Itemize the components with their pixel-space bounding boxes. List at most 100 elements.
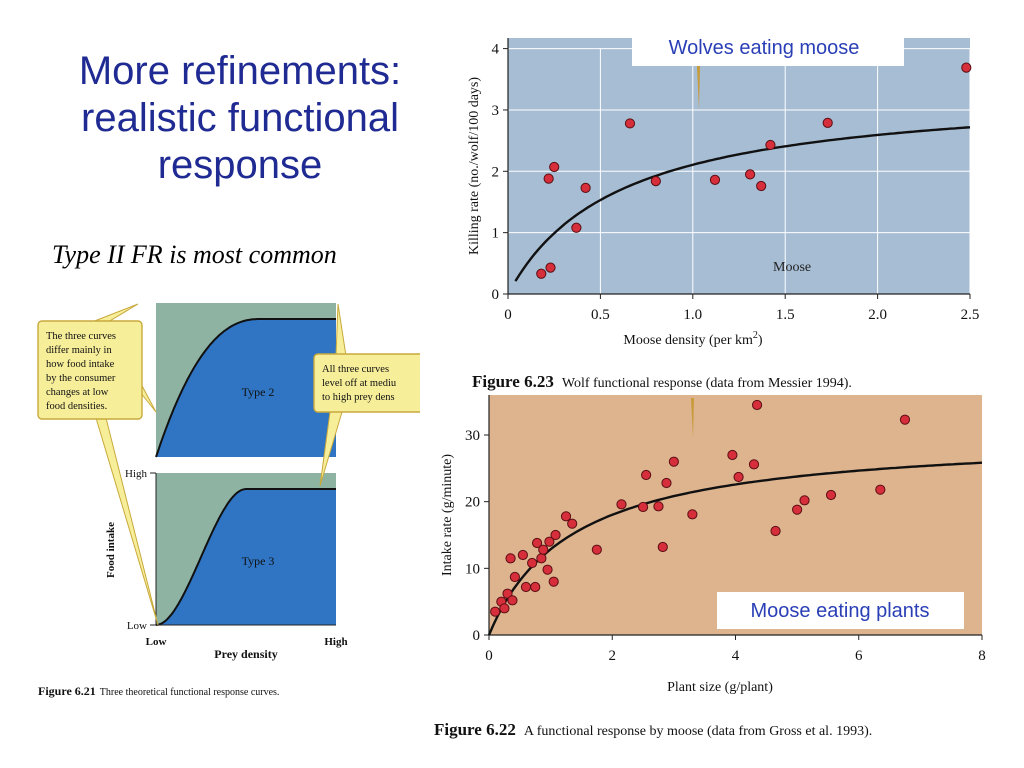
fr-y-low-label: Low xyxy=(127,620,147,632)
data-point xyxy=(709,174,721,185)
callout-right-pointer-top xyxy=(335,303,347,357)
type3-label: Type 3 xyxy=(242,554,275,568)
data-point xyxy=(961,62,972,73)
moose-caption-number: Figure 6.22 xyxy=(434,720,516,739)
data-point xyxy=(548,576,559,587)
data-point xyxy=(571,222,582,233)
data-point xyxy=(641,469,652,481)
y-tick-label: 20 xyxy=(465,495,480,511)
type2-area xyxy=(156,319,336,457)
data-point xyxy=(550,529,561,541)
wolf-plot-area xyxy=(508,38,970,294)
data-point xyxy=(751,399,763,411)
x-tick-label: 0 xyxy=(485,648,493,664)
moose-caption-text: A functional response by moose (data fro… xyxy=(523,724,873,739)
data-point xyxy=(668,456,679,467)
type3-curve xyxy=(155,488,336,626)
wolf-label-box xyxy=(632,32,904,66)
callout-left-pointer-bottom xyxy=(95,417,159,626)
y-tick-label: 30 xyxy=(465,428,480,444)
data-point xyxy=(591,544,602,555)
wolf-inner-label: Moose xyxy=(773,260,811,275)
slide-subtitle: Type II FR is most common xyxy=(52,240,337,269)
y-tick-label: 1 xyxy=(492,226,500,242)
x-tick-label: 4 xyxy=(732,648,740,664)
data-point xyxy=(536,553,547,564)
data-point xyxy=(560,511,572,522)
moose-points xyxy=(490,399,911,617)
x-tick-label: 2.5 xyxy=(961,307,980,323)
wolf-y-axis-label: Killing rate (no./wolf/100 days) xyxy=(467,77,482,255)
data-point xyxy=(536,268,547,279)
fr-x-high-label: High xyxy=(324,636,347,648)
wolf-caption-text: Wolf functional response (data from Mess… xyxy=(561,376,852,391)
callout-left xyxy=(37,320,143,420)
data-point xyxy=(549,161,560,173)
data-point xyxy=(822,117,833,128)
data-point xyxy=(542,564,553,575)
fr-x-low-label: Low xyxy=(146,636,167,648)
fr-y-high-label: High xyxy=(125,468,148,480)
data-point xyxy=(545,262,556,273)
y-tick-label: 3 xyxy=(492,103,500,119)
wolf-xlabel-tail: ) xyxy=(758,333,763,348)
data-point xyxy=(744,169,756,180)
callout-left-line: changes at low xyxy=(46,387,109,398)
callout-left-text: The three curves differ mainly in how fo… xyxy=(46,331,119,412)
wolf-chart: 0 0.5 1.0 1.5 2.0 2.5 0 1 2 3 4 Wolves eating moos… xyxy=(467,32,980,348)
x-tick-label: 2.0 xyxy=(868,307,887,323)
callout-right-line: All three curves xyxy=(322,364,389,375)
wolf-xlabel-sup: 2 xyxy=(753,330,758,341)
y-tick-label: 4 xyxy=(492,42,500,58)
y-tick-label: 10 xyxy=(465,561,480,577)
data-point xyxy=(756,180,767,192)
callout-right xyxy=(313,353,420,413)
wolf-fit-curve xyxy=(514,126,971,282)
callout-right-text: All three curves level off at mediu to h… xyxy=(322,364,399,403)
data-point xyxy=(530,581,541,593)
callout-left-line: differ mainly in xyxy=(46,345,112,356)
data-point xyxy=(505,553,516,564)
fr-y-axis-label: Food intake xyxy=(105,522,117,578)
data-point xyxy=(687,509,698,520)
data-point xyxy=(748,459,760,470)
y-tick-label: 2 xyxy=(492,164,500,180)
data-point xyxy=(507,595,518,606)
wolf-ticks: 0 0.5 1.0 1.5 2.0 2.5 0 1 2 3 4 xyxy=(492,42,980,323)
fr-caption: Figure 6.21 Three theoretical functional … xyxy=(38,684,279,699)
x-tick-label: 8 xyxy=(978,648,986,664)
fr-x-axis-label: Prey density xyxy=(214,647,277,661)
wolf-label-text: Wolves eating moose xyxy=(669,37,860,59)
data-point xyxy=(517,549,528,561)
callout-right-line: to high prey dens xyxy=(322,392,395,403)
moose-ticks: 0 2 4 6 8 0 10 20 30 xyxy=(465,428,986,664)
data-point xyxy=(580,182,591,193)
data-point xyxy=(875,484,886,495)
callout-left-line: by the consumer xyxy=(46,373,116,384)
data-point xyxy=(509,571,520,583)
data-point xyxy=(661,477,672,489)
data-point xyxy=(733,471,744,483)
data-point xyxy=(567,518,578,529)
moose-fit-curve xyxy=(487,461,983,636)
callout-left-line: The three curves xyxy=(46,331,116,342)
fr-caption-text: Three theoretical functional response cu… xyxy=(99,687,280,698)
wolf-xlabel-main: Moose density (per km xyxy=(623,333,753,348)
fr-caption-number: Figure 6.21 xyxy=(38,684,96,698)
y-tick-label: 0 xyxy=(492,287,500,303)
x-tick-label: 1.0 xyxy=(683,307,702,323)
fr-types-chart: Type 2 Type 3 High Low Food intake Low H… xyxy=(37,303,420,661)
data-point xyxy=(765,139,776,151)
x-tick-label: 0 xyxy=(504,307,512,323)
data-point xyxy=(650,176,661,187)
data-point xyxy=(520,581,532,593)
y-tick-label: 0 xyxy=(473,628,481,644)
data-point xyxy=(825,489,837,501)
wolf-points xyxy=(536,62,972,279)
type2-curve xyxy=(155,318,336,458)
callout-left-line: food densities. xyxy=(46,401,107,412)
data-point xyxy=(727,449,738,461)
data-point xyxy=(543,173,554,184)
data-point xyxy=(770,525,781,537)
type2-label: Type 2 xyxy=(242,385,275,399)
